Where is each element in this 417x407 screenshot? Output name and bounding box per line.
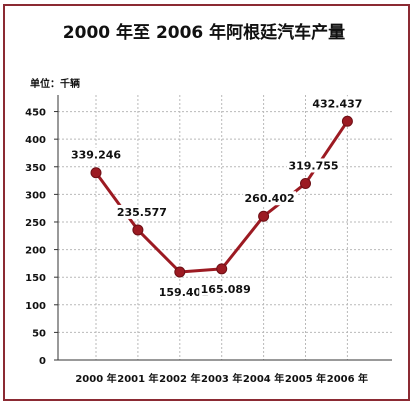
data-label-bg xyxy=(243,191,297,206)
chart-frame xyxy=(3,4,410,401)
y-tick-label: 250 xyxy=(25,218,46,229)
y-tick-label: 200 xyxy=(25,246,46,257)
data-label: 432.437 xyxy=(312,97,362,110)
x-tick-label: 2006 年 xyxy=(327,372,368,385)
x-tick-label: 2005 年 xyxy=(285,372,326,385)
data-label-bg xyxy=(157,284,211,299)
y-tick-label: 400 xyxy=(25,135,46,146)
x-tick-label: 2001 年 xyxy=(117,372,158,385)
data-label: 260.402 xyxy=(245,192,295,205)
axes xyxy=(54,95,392,361)
y-tick-label: 150 xyxy=(25,273,46,284)
data-point xyxy=(174,266,186,278)
data-points xyxy=(90,115,353,278)
y-tick-label: 450 xyxy=(25,108,46,119)
y-tick-labels: 0 50 100 150 200 250 300 350 400 450 xyxy=(25,108,46,367)
data-label-bg xyxy=(69,147,123,162)
y-tick-label: 350 xyxy=(25,163,46,174)
x-tick-label: 2002 年 xyxy=(159,372,200,385)
data-label-bg xyxy=(287,158,340,173)
data-point xyxy=(216,263,228,275)
data-label: 159.401 xyxy=(159,286,209,299)
data-label-bg xyxy=(199,281,253,296)
data-label-bg xyxy=(115,204,169,219)
data-label: 339.246 xyxy=(71,149,121,162)
data-label: 165.089 xyxy=(201,283,251,296)
y-tick-label: 300 xyxy=(25,190,46,201)
data-point xyxy=(300,177,311,189)
y-tick-label: 50 xyxy=(32,328,46,339)
y-tick-label: 0 xyxy=(39,356,46,367)
data-label-bg xyxy=(310,96,364,111)
y-tick-label: 100 xyxy=(25,301,46,312)
chart-title: 2000 年至 2006 年阿根廷汽车产量 xyxy=(63,22,345,43)
x-tick-label: 2000 年 xyxy=(75,372,116,385)
x-tick-labels: 2000 年 2001 年 2002 年 2003 年 2004 年 2005 年 2006… xyxy=(75,372,368,385)
data-point xyxy=(258,210,270,222)
unit-label: 单位：千辆 xyxy=(30,77,80,90)
data-point xyxy=(341,115,353,127)
data-label: 319.755 xyxy=(288,159,338,172)
gridlines xyxy=(58,95,392,360)
x-tick-label: 2003 年 xyxy=(201,372,242,385)
data-label: 235.577 xyxy=(117,206,167,219)
data-point xyxy=(132,224,144,236)
data-point xyxy=(90,167,102,179)
x-tick-label: 2004 年 xyxy=(243,372,284,385)
